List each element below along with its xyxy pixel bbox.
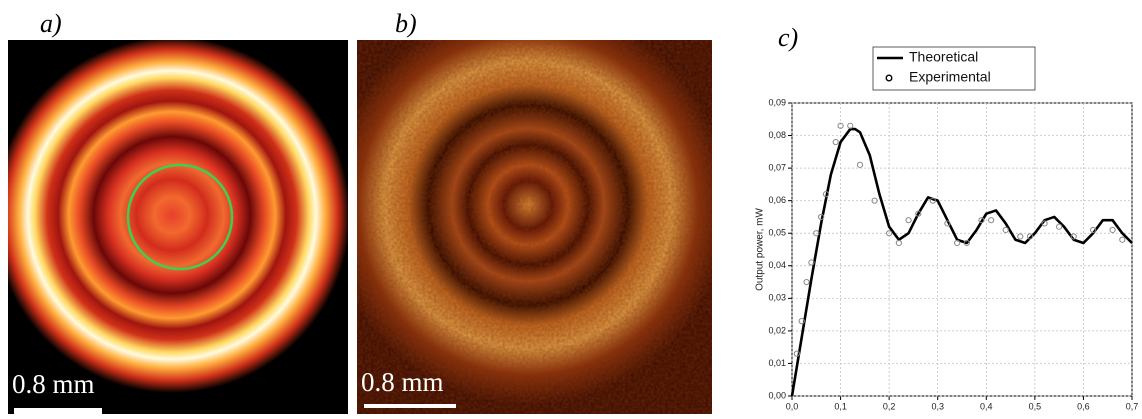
x-tick-label: 0,0 (786, 401, 799, 411)
x-tick-label: 0,6 (1077, 401, 1090, 411)
legend-label: Theoretical (909, 49, 978, 65)
y-tick-label: 0,09 (768, 97, 786, 107)
x-tick-label: 0,1 (834, 401, 847, 411)
y-tick-label: 0,04 (768, 260, 786, 270)
panel-label: c) (778, 23, 798, 52)
y-tick-label: 0,07 (768, 162, 786, 172)
figure: a) 0.8 mm b) 0.8 mm c) 0,00,10,20,30,40,… (0, 0, 1142, 414)
scale-bar (14, 408, 102, 414)
x-tick-label: 0,3 (931, 401, 944, 411)
y-tick-label: 0,01 (768, 358, 786, 368)
panel-label: a) (40, 9, 62, 38)
x-tick-label: 0,7 (1126, 401, 1139, 411)
scale-label: 0.8 mm (361, 367, 444, 397)
y-tick-label: 0,03 (768, 293, 786, 303)
y-tick-label: 0,08 (768, 130, 786, 140)
plot-area (792, 103, 1132, 396)
y-tick-label: 0,00 (768, 390, 786, 400)
y-tick-label: 0,02 (768, 325, 786, 335)
scale-label: 0.8 mm (12, 369, 95, 399)
panel-label: b) (395, 9, 417, 38)
ring-pattern (8, 40, 348, 414)
x-tick-label: 0,5 (1029, 401, 1042, 411)
chart: 0,0 0,1 0,2 0,3 0,4 0,5 0,6 0,7 0,00 0,01 0,02 0,03… (755, 47, 1139, 414)
scale-bar (364, 404, 456, 408)
y-tick-label: 0,06 (768, 195, 786, 205)
x-tick-label: 0,4 (980, 401, 993, 411)
speckle (357, 40, 712, 414)
y-axis-label: Output power, mW (755, 208, 766, 291)
y-tick-label: 0,05 (768, 228, 786, 238)
legend-label: Experimental (909, 69, 991, 85)
x-tick-label: 0,2 (883, 401, 896, 411)
